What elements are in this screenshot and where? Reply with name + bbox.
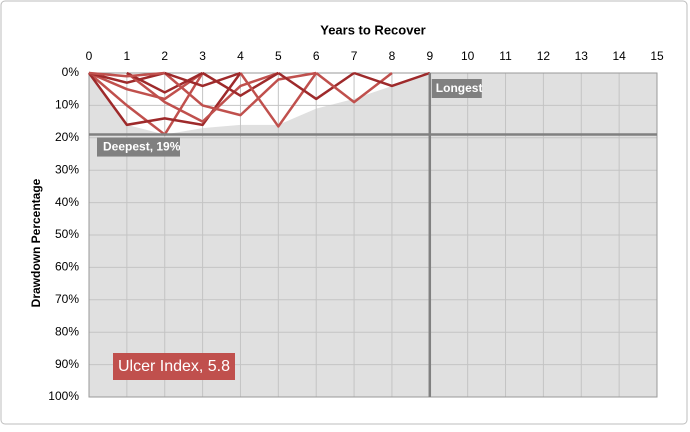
y-tick-label: 80% [55, 324, 79, 338]
drawdown-line [126, 71, 204, 94]
y-tick-label: 0% [62, 65, 80, 79]
y-tick-label: 70% [55, 292, 79, 306]
drawdown-line [353, 71, 431, 88]
y-axis-title: Drawdown Percentage [29, 178, 43, 307]
x-tick-label: 10 [461, 49, 475, 63]
x-tick-label: 7 [351, 49, 358, 63]
x-tick-label: 9 [426, 49, 433, 63]
y-tick-label: 50% [55, 227, 79, 241]
longest-label: Longest [436, 81, 483, 95]
x-tick-label: 5 [275, 49, 282, 63]
x-tick-label: 3 [199, 49, 206, 63]
y-tick-label: 10% [55, 98, 79, 112]
drawdown-line [126, 71, 279, 123]
x-axis-title: Years to Recover [320, 22, 426, 37]
drawdown-line [277, 71, 355, 101]
drawdown-line [88, 71, 166, 84]
x-tick-label: 15 [650, 49, 664, 63]
x-tick-label: 0 [86, 49, 93, 63]
x-tick-label: 11 [499, 49, 512, 63]
drawdown-line [163, 71, 317, 117]
drawdown-line [164, 71, 241, 88]
x-tick-label: 13 [575, 49, 589, 63]
x-tick-label: 4 [237, 49, 244, 63]
y-tick-label: 100% [48, 389, 79, 403]
y-tick-label: 40% [55, 195, 79, 209]
x-tick-label: 14 [612, 49, 626, 63]
y-tick-label: 60% [55, 260, 79, 274]
drawdown-line [88, 71, 204, 101]
label-box [431, 79, 482, 98]
ulcer-index: Ulcer Index, 5.8 [118, 358, 230, 375]
x-tick-label: 2 [161, 49, 168, 63]
x-tick-label: 12 [537, 49, 551, 63]
ulcer-box [113, 353, 235, 380]
y-tick-label: 90% [55, 357, 79, 371]
plot-border [88, 72, 658, 398]
drawdown-line [88, 71, 165, 78]
y-tick-label: 30% [55, 162, 79, 176]
x-tick-label: 8 [389, 49, 396, 63]
label-box [97, 137, 180, 157]
deepest-label: Deepest, 19% [103, 140, 181, 154]
x-tick-label: 6 [313, 49, 320, 63]
drawdown-line [88, 72, 204, 136]
x-tick-label: 1 [124, 49, 131, 63]
y-tick-label: 20% [55, 130, 79, 144]
